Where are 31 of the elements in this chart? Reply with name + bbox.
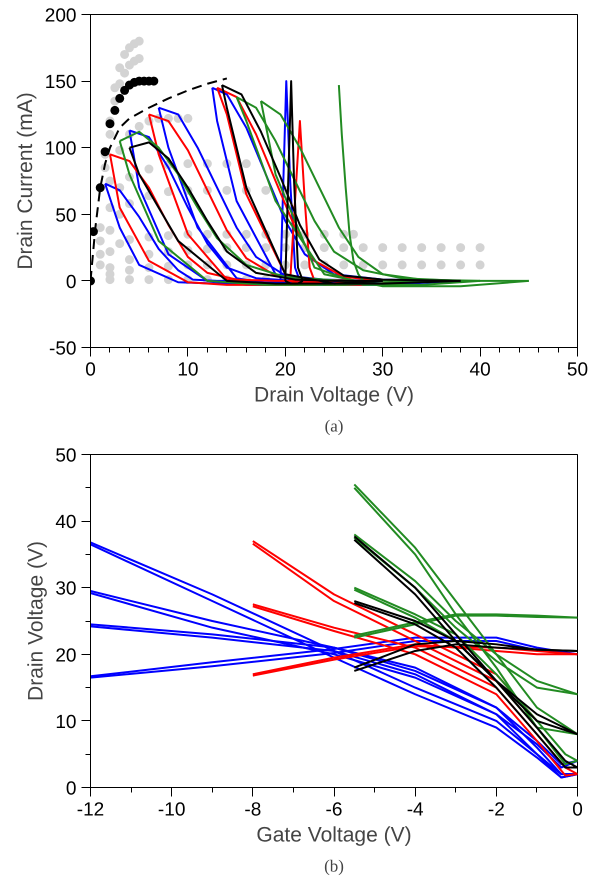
y-tick-label: -50 (49, 338, 77, 360)
y-tick-label: 20 (55, 645, 77, 666)
y-tick-label: 10 (55, 712, 77, 733)
text: (b) (324, 856, 344, 876)
x-tick-label: -12 (76, 800, 104, 820)
y-tick-label: 50 (55, 446, 77, 466)
y-tick-label: 200 (44, 6, 76, 26)
x-tick-label: 0 (85, 360, 96, 380)
x-tick-label: -2 (488, 800, 505, 820)
y-tick-label: 30 (55, 578, 77, 600)
x-tick-label: 30 (372, 360, 394, 380)
x-tick-label: -4 (406, 800, 424, 820)
x-tick-label: -8 (244, 800, 262, 820)
x-tick-label: 40 (470, 360, 491, 380)
x-tick-label: -6 (326, 800, 342, 820)
y-tick-label: 100 (44, 138, 76, 160)
y-tick-label: 0 (66, 272, 77, 293)
y-tick-label: 150 (44, 72, 76, 94)
text: (a) (324, 416, 344, 436)
y-tick-label: 40 (55, 512, 77, 534)
x-tick-label: -10 (158, 800, 186, 820)
x-tick-label: 0 (572, 800, 583, 820)
x-axis-title: Gate Voltage (V) (256, 824, 412, 846)
y-tick-label: 50 (55, 205, 77, 226)
x-tick-label: 50 (566, 360, 588, 380)
x-tick-label: 20 (274, 360, 296, 380)
y-axis-title: Drain Current (mA) (14, 92, 37, 270)
x-tick-label: 10 (177, 360, 198, 380)
y-tick-label: 0 (66, 778, 77, 800)
y-axis-title: Drain Voltage (V) (24, 541, 48, 701)
x-axis-title: Drain Voltage (V) (254, 384, 414, 406)
